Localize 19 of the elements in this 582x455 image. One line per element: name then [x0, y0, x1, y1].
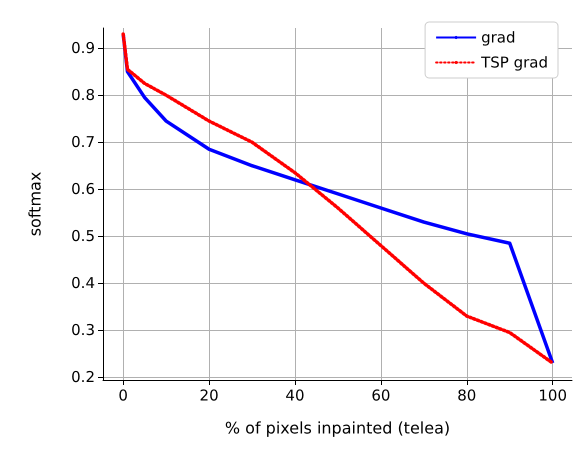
y-tick-label: 0.2 — [71, 368, 95, 386]
y-tick-label: 0.3 — [71, 321, 95, 340]
y-tick-label: 0.7 — [71, 133, 95, 152]
x-tick-label: 40 — [285, 386, 305, 404]
y-tick-label: 0.5 — [71, 227, 95, 246]
y-tick-label: 0.8 — [71, 86, 95, 104]
y-tick-label: 0.6 — [71, 180, 95, 198]
y-tick-label: 0.4 — [71, 274, 95, 292]
y-axis-title: softmax — [26, 172, 44, 236]
x-axis-title: % of pixels inpainted (telea) — [224, 418, 450, 438]
line-series — [121, 32, 554, 365]
legend-label: grad — [481, 28, 516, 46]
x-tick-label: 80 — [457, 386, 476, 404]
x-tick-label: 60 — [371, 386, 390, 404]
legend-label: TSP grad — [480, 54, 548, 72]
x-tick-label: 20 — [200, 386, 219, 404]
y-tick-label: 0.9 — [71, 39, 95, 58]
x-tick-label: 0 — [118, 386, 128, 404]
x-tick-label: 100 — [538, 386, 567, 404]
